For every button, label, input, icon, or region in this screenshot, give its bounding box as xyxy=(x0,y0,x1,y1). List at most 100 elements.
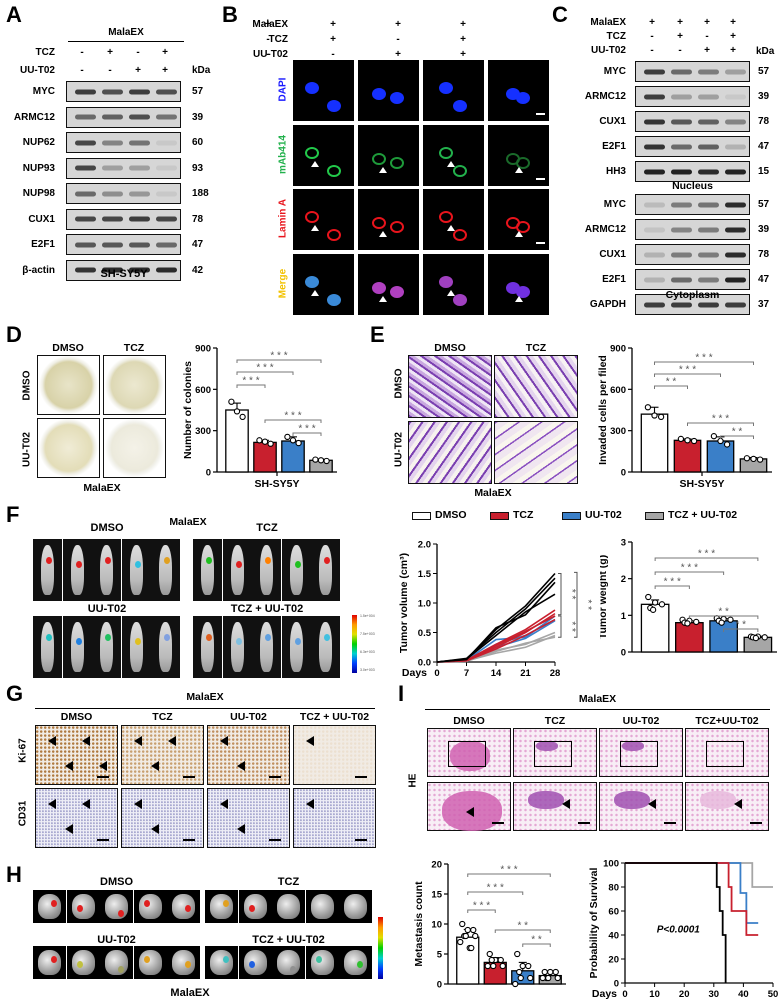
y-tick-label: 100 xyxy=(603,859,619,870)
data-point xyxy=(261,438,269,445)
legend-label: TCZ xyxy=(513,509,534,521)
y-tick-label: 600 xyxy=(610,385,626,396)
scale-bar xyxy=(269,839,281,841)
tumor-signal xyxy=(324,634,331,641)
y-tick-label: 0.5 xyxy=(418,628,432,639)
fluorescence-image xyxy=(488,60,549,121)
panel-h-bottom-label: MalaEX xyxy=(170,987,210,999)
arrowhead-icon xyxy=(220,736,228,746)
blot-kda-value: 93 xyxy=(192,162,204,174)
tumor-signal xyxy=(265,557,272,564)
tumor-signal xyxy=(294,561,301,568)
lung-silhouette xyxy=(172,950,195,975)
fluorescence-image xyxy=(423,124,484,186)
p-value-annotation: P<0.0001 xyxy=(657,925,701,936)
data-point xyxy=(723,441,731,448)
blot-kda-value: 78 xyxy=(758,116,770,127)
data-point xyxy=(644,404,652,411)
y-tick-label: 1.5 xyxy=(418,569,432,580)
mouse-bioluminescence-image xyxy=(92,539,122,601)
he-image xyxy=(513,728,597,777)
metastasis-signal xyxy=(118,966,124,973)
panel-h-group-label-1: TCZ xyxy=(277,876,300,888)
condition-label: MalaEX xyxy=(252,19,288,30)
metastasis-signal xyxy=(223,956,229,963)
panel-h-group-label-0: DMSO xyxy=(100,876,133,888)
cell-nucleus xyxy=(390,221,404,233)
panel-c-cytoplasm-title: Cytoplasm xyxy=(665,289,720,301)
condition-sign: + xyxy=(677,17,683,28)
bar xyxy=(675,622,704,653)
mouse-silhouette xyxy=(260,622,274,672)
data-point xyxy=(499,962,506,970)
western-blot-strip xyxy=(635,294,750,315)
panel-e-bottom-label: MalaEX xyxy=(474,487,512,499)
significance-bracket xyxy=(723,628,759,632)
panel-d-col-label-1: TCZ xyxy=(123,342,145,354)
x-tick-label: 20 xyxy=(679,989,690,1000)
y-tick-label: 80 xyxy=(608,883,619,894)
tumor-signal xyxy=(206,634,212,641)
x-tick-label: 14 xyxy=(491,668,502,678)
cell-nucleus xyxy=(516,92,530,104)
significance-stars: * * xyxy=(531,935,542,946)
lung-bioluminescence-image xyxy=(305,946,339,979)
mouse-bioluminescence-image xyxy=(92,616,122,678)
metastasis-lesion xyxy=(536,741,558,751)
panel-g-title: MalaEX xyxy=(186,691,224,703)
mouse-silhouette xyxy=(129,545,143,595)
arrowhead-icon xyxy=(447,160,455,167)
scale-bar xyxy=(536,177,545,180)
y-tick-label: 40 xyxy=(608,931,619,942)
blot-band xyxy=(671,69,692,74)
panel-letter-b: B xyxy=(222,2,238,27)
significance-bracket xyxy=(467,909,496,913)
fluorescence-image xyxy=(423,253,484,315)
y-tick-label: 900 xyxy=(610,344,626,355)
condition-label: UU-T02 xyxy=(590,45,626,56)
bar xyxy=(225,409,249,473)
cell-nucleus xyxy=(439,82,453,94)
arrowhead-icon xyxy=(515,231,523,237)
blot-band xyxy=(671,119,692,124)
ihc-column-label: DMSO xyxy=(60,711,93,723)
blot-kda-value: 39 xyxy=(758,91,770,102)
arrowhead-icon xyxy=(447,225,455,231)
panel-d-bottom-label: MalaEX xyxy=(83,482,121,494)
blot-band xyxy=(129,89,150,94)
mouse-silhouette xyxy=(70,622,84,672)
arrowhead-icon xyxy=(447,289,455,296)
lung-bioluminescence-image xyxy=(66,890,100,923)
data-point xyxy=(462,932,469,940)
blot-kda-value: 37 xyxy=(758,299,770,310)
colorbar-tick-label: 6.3e+003 xyxy=(360,650,375,654)
panel-f-group-label-0: DMSO xyxy=(90,522,124,534)
bar xyxy=(640,603,670,653)
condition-sign: + xyxy=(460,34,466,45)
he-image xyxy=(685,728,769,777)
tumor-signal xyxy=(105,634,112,641)
blot-band xyxy=(75,89,96,94)
data-point xyxy=(756,456,764,463)
western-blot-strip xyxy=(66,106,181,128)
lung-silhouette xyxy=(310,894,334,919)
data-point xyxy=(317,457,325,464)
ihc-column-label: UU-T02 xyxy=(230,711,267,723)
data-point xyxy=(284,433,291,441)
data-point xyxy=(552,968,559,976)
arrowhead-icon xyxy=(311,289,319,296)
lung-bioluminescence-image xyxy=(133,890,167,923)
cell-nucleus xyxy=(327,164,341,177)
y-tick-label: 20 xyxy=(431,860,442,871)
blot-band xyxy=(75,242,96,247)
panel-f-group-label-1: TCZ xyxy=(256,522,278,534)
data-point xyxy=(718,619,725,626)
condition-sign: - xyxy=(396,34,400,45)
western-blot-strip xyxy=(66,183,181,204)
tumor-volume-line-chart: 0.0 0.5 1.0 1.5 2.0 0 7 14 21 28 Days Tumor volume … xyxy=(398,540,593,679)
arrowhead-icon xyxy=(311,225,319,231)
y-tick-label: 600 xyxy=(195,385,211,396)
colony-plate-uut02-tcz xyxy=(103,418,166,478)
blot-band xyxy=(129,242,150,247)
condition-sign: + xyxy=(162,65,168,76)
